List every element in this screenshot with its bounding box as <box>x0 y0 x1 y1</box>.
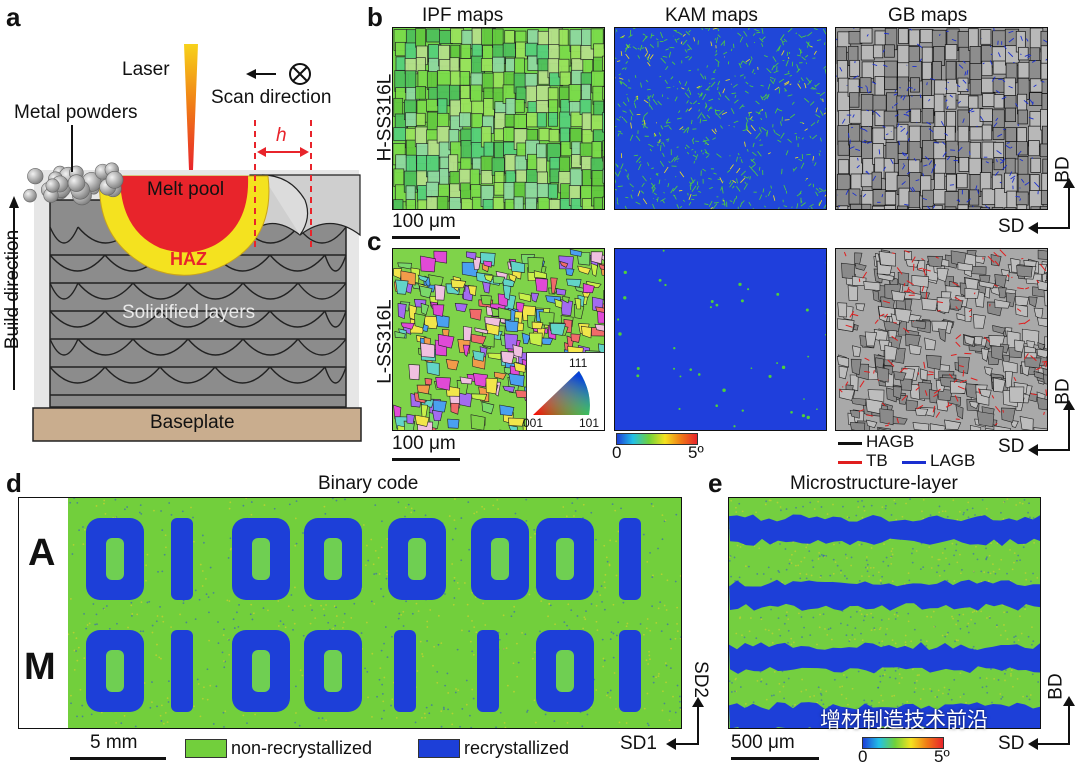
row-label-m: M <box>24 646 56 688</box>
panel-e-colorbar-max: 5º <box>934 747 950 766</box>
panel-label-e: e <box>708 468 723 498</box>
metal-powders-label: Metal powders <box>14 102 138 123</box>
triangle-label-101: 101 <box>579 416 600 430</box>
panel-d-title: Binary code <box>318 473 419 494</box>
binary-digit-zero <box>232 630 290 712</box>
binary-digit-zero <box>86 630 144 712</box>
scalebar-d-label: 5 mm <box>90 732 138 753</box>
legend-hagb-label: HAGB <box>866 432 915 451</box>
legend-non-recrystallized-swatch <box>185 739 227 758</box>
ipf-inverse-pole-triangle: 111 001 101 <box>523 352 604 430</box>
kam-map-l-svg <box>617 249 826 428</box>
binary-digit-one <box>619 630 641 712</box>
axis-sd-b: SD <box>998 216 1025 237</box>
into-page-icon <box>289 63 311 85</box>
kam-colorbar <box>616 433 698 445</box>
microstructure-layer-map <box>728 497 1041 729</box>
col-header-gb: GB maps <box>888 5 968 26</box>
lpbf-schematic-svg <box>9 44 362 442</box>
panel-label-a: a <box>6 2 21 32</box>
kam-map-h <box>614 27 827 210</box>
binary-code-svg <box>68 498 681 728</box>
binary-digit-zero <box>304 630 362 712</box>
legend-lagb-swatch <box>902 461 926 464</box>
ipf-map-h <box>392 27 605 210</box>
legend-non-recrystallized-label: non-recrystallized <box>231 738 373 758</box>
col-header-kam: KAM maps <box>665 5 758 26</box>
binary-digit-zero <box>304 518 362 600</box>
binary-digit-one <box>619 518 641 600</box>
laser-label: Laser <box>122 59 170 80</box>
panel-label-c: c <box>367 226 382 256</box>
binary-digit-zero <box>388 518 446 600</box>
legend-lagb-label: LAGB <box>930 451 976 470</box>
axis-sd1: SD1 <box>620 733 657 754</box>
legend-recrystallized-swatch <box>418 739 460 758</box>
axis-sd2: SD2 <box>689 661 711 698</box>
solidified-layers-label: Solidified layers <box>122 302 256 323</box>
gb-map-l-svg <box>836 249 1047 430</box>
baseplate-rect <box>32 407 362 442</box>
ipf-map-l: 111 001 101 <box>392 248 605 431</box>
panel-label-b: b <box>367 2 383 32</box>
binary-digit-zero <box>86 518 144 600</box>
axis-sd-e: SD <box>998 733 1025 754</box>
axis-sd-c: SD <box>998 436 1025 457</box>
microstructure-layer-svg <box>729 498 1040 728</box>
baseplate-label: Baseplate <box>150 412 235 433</box>
kam-map-l <box>614 248 827 431</box>
ipf-map-h-svg <box>393 28 604 209</box>
gb-map-h <box>835 27 1048 210</box>
scalebar-c <box>392 458 460 461</box>
binary-digit-zero <box>232 518 290 600</box>
scalebar-e-label: 500 μm <box>731 732 795 753</box>
powder-particles <box>23 162 124 206</box>
watermark-text: 增材制造技术前沿 <box>820 709 988 732</box>
binary-digit-zero <box>471 518 529 600</box>
scalebar-b <box>392 236 460 239</box>
gb-map-l <box>835 248 1048 431</box>
panel-e-title: Microstructure-layer <box>790 473 958 494</box>
panel-e-colorbar <box>862 737 944 749</box>
legend-tb-label: TB <box>866 451 888 470</box>
kam-colorbar-min: 0 <box>612 443 622 462</box>
scalebar-e <box>731 757 819 760</box>
build-direction-label: Build direction <box>2 229 23 350</box>
scalebar-d <box>70 757 166 760</box>
col-header-ipf: IPF maps <box>422 5 504 26</box>
binary-digit-one <box>394 630 416 712</box>
ipf-triangle-svg <box>533 371 590 415</box>
binary-digit-one <box>171 518 193 600</box>
panel-label-d: d <box>6 468 22 498</box>
h-label: h <box>276 125 287 146</box>
scalebar-b-label: 100 μm <box>392 211 456 232</box>
kam-colorbar-max: 5º <box>688 443 704 462</box>
legend-hagb-swatch <box>838 442 862 445</box>
kam-map-h-svg <box>615 28 826 209</box>
scan-direction-label: Scan direction <box>211 87 332 108</box>
row-label-a: A <box>28 532 56 574</box>
triangle-label-001: 001 <box>523 416 544 430</box>
binary-digit-one <box>477 630 499 712</box>
triangle-label-111: 111 <box>569 356 588 370</box>
binary-digit-zero <box>536 630 594 712</box>
binary-digit-one <box>171 630 193 712</box>
haz-label: HAZ <box>170 249 207 269</box>
binary-code-map <box>68 498 681 728</box>
panel-a-schematic: Laser Scan direction Metal powders h Mel… <box>0 0 370 450</box>
scalebar-c-label: 100 μm <box>392 433 456 454</box>
legend-tb-swatch <box>838 461 862 464</box>
gb-map-h-svg <box>836 28 1047 209</box>
melt-pool-label: Melt pool <box>147 179 225 200</box>
legend-recrystallized-label: recrystallized <box>464 738 570 758</box>
binary-digit-zero <box>536 518 594 600</box>
panel-e-colorbar-min: 0 <box>858 747 868 766</box>
